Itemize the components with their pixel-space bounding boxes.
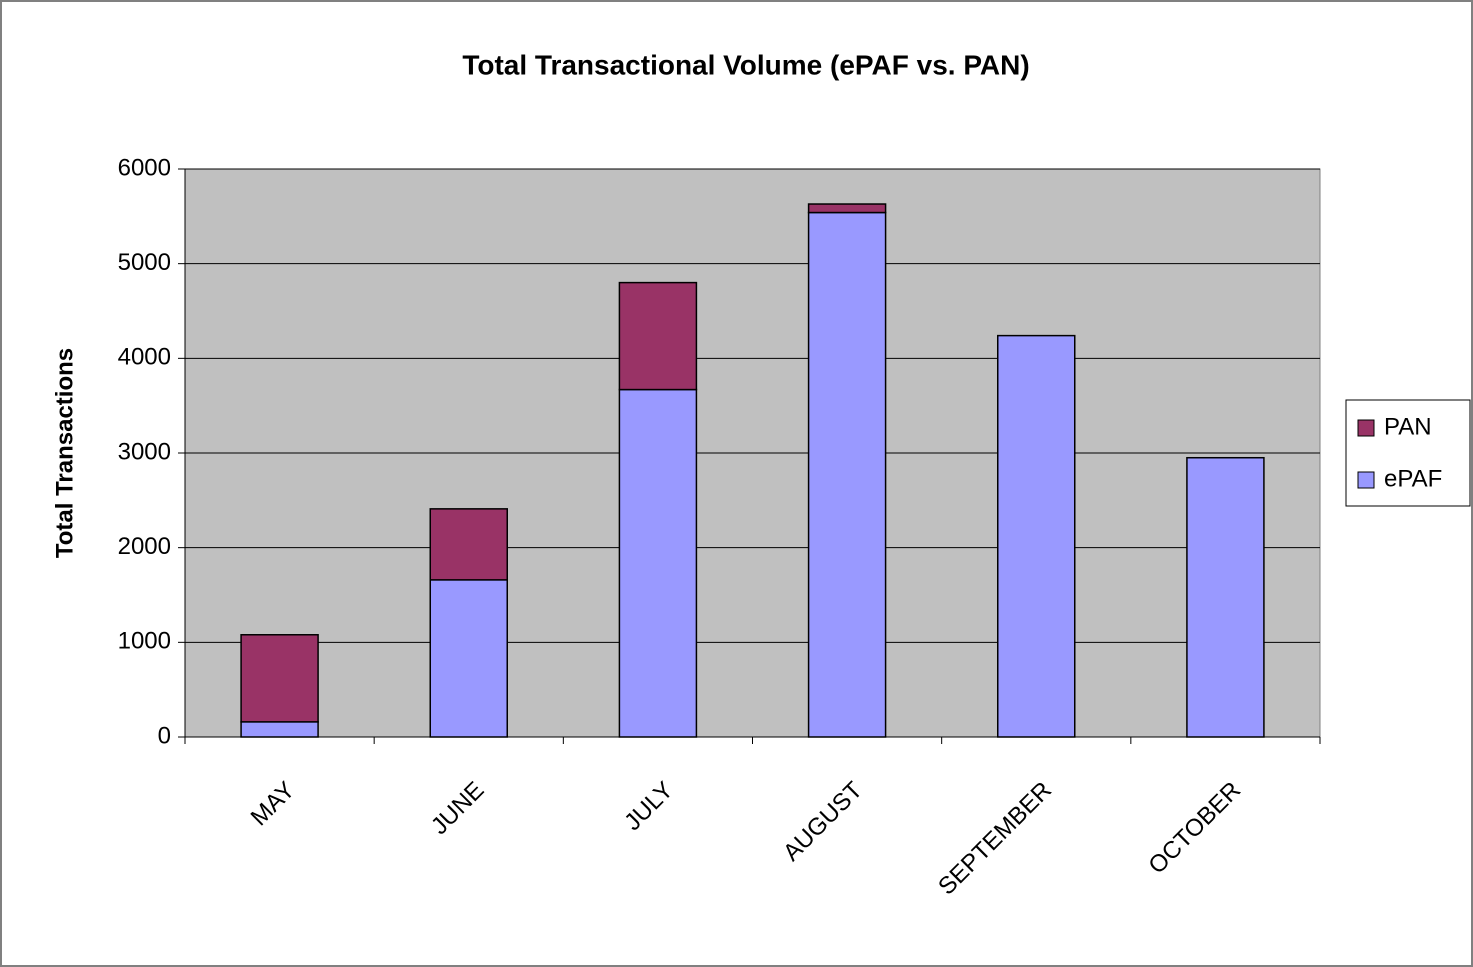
y-axis-title: Total Transactions [51, 348, 78, 558]
bar-segment [240, 721, 319, 738]
legend-label: ePAF [1384, 465, 1442, 492]
bar-segment [429, 508, 508, 581]
bar-segment [618, 388, 698, 738]
y-tick-label: 5000 [118, 249, 171, 276]
y-tick-label: 4000 [118, 344, 171, 371]
y-tick-label: 2000 [118, 533, 171, 560]
legend-swatch [1357, 471, 1375, 489]
bar-segment [807, 211, 887, 738]
bar-segment [429, 579, 508, 738]
y-tick-label: 1000 [118, 628, 171, 655]
bar-segment [1186, 456, 1265, 738]
bar-segment [240, 634, 319, 723]
bar-segment [618, 281, 698, 391]
y-tick-label: 6000 [118, 154, 171, 181]
bar-segment [807, 203, 887, 214]
legend-swatch [1357, 419, 1375, 437]
y-tick-label: 3000 [118, 438, 171, 465]
legend-label: PAN [1384, 413, 1432, 440]
bar-segment [997, 334, 1076, 738]
y-tick-label: 0 [158, 722, 171, 749]
chart-title: Total Transactional Volume (ePAF vs. PAN… [462, 49, 1029, 80]
